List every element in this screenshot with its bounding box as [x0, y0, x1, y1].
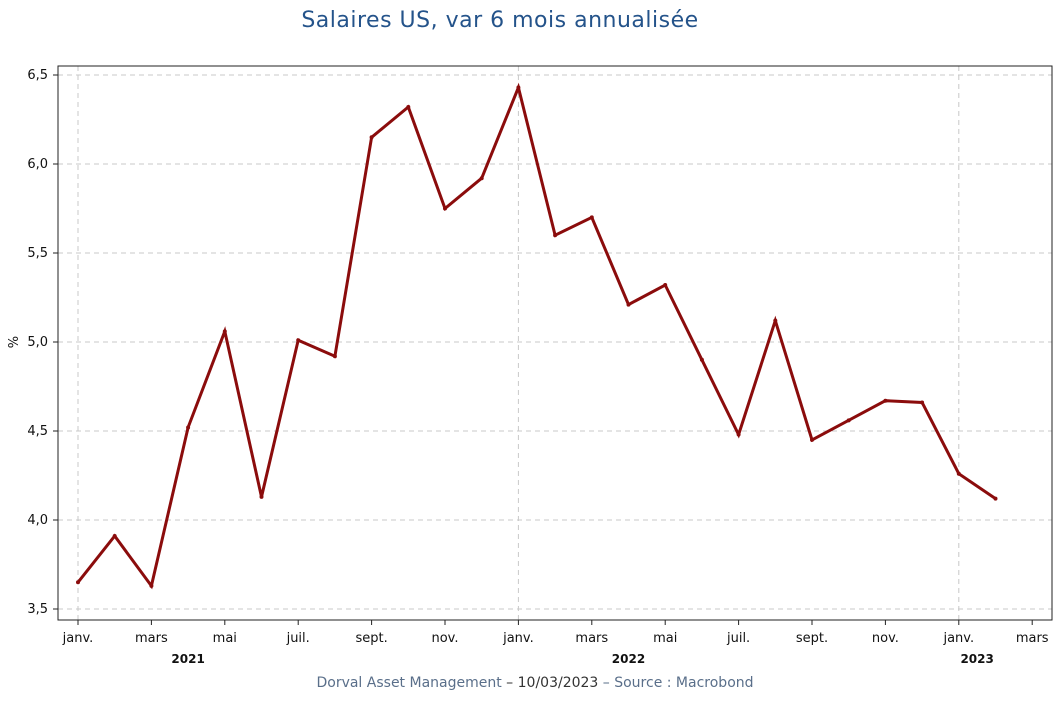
data-point: [259, 494, 264, 499]
y-tick-label: 6,0: [27, 157, 48, 172]
data-point: [773, 318, 778, 323]
grid-lines: [58, 66, 1052, 620]
y-axis: 3,5 4,0 4,5 5,0 5,5 6,0 6,5: [27, 68, 58, 617]
x-tick-label: sept.: [355, 631, 387, 646]
x-tick-label: mars: [135, 631, 168, 646]
plot-area-frame: [57, 65, 1053, 621]
y-tick-label: 4,0: [27, 513, 48, 528]
y-tick-label: 5,5: [27, 246, 48, 261]
data-point: [222, 329, 227, 334]
y-axis-label: %: [7, 336, 22, 348]
data-point: [516, 85, 521, 90]
data-point: [186, 425, 191, 430]
data-point: [112, 534, 117, 539]
x-tick-label: mai: [213, 631, 237, 646]
data-point: [846, 418, 851, 423]
data-point: [406, 105, 411, 110]
data-point: [443, 206, 447, 211]
source-line: Dorval Asset Management – 10/03/2023 – S…: [0, 675, 1059, 691]
data-point: [993, 496, 998, 501]
data-point: [332, 354, 337, 359]
data-point: [369, 135, 374, 140]
y-tick-label: 3,5: [27, 602, 48, 617]
x-tick-label: juil.: [286, 631, 310, 646]
data-point: [296, 338, 301, 343]
x-tick-label: nov.: [431, 631, 458, 646]
x-year-label: 2022: [612, 652, 645, 666]
x-year-label: 2023: [960, 652, 993, 666]
x-tick-label: nov.: [872, 631, 899, 646]
chart-title: Salaires US, var 6 mois annualisée: [301, 8, 699, 33]
x-year-label: 2021: [171, 652, 204, 666]
data-point: [626, 302, 631, 307]
data-point: [920, 400, 925, 405]
y-tick-label: 4,5: [27, 424, 48, 439]
x-tick-label: janv.: [62, 631, 94, 646]
x-tick-label: mars: [1016, 631, 1049, 646]
data-point: [883, 398, 888, 403]
company-name: Dorval Asset Management: [316, 675, 502, 691]
x-tick-label: janv.: [942, 631, 974, 646]
x-tick-label: juil.: [726, 631, 750, 646]
publication-date: 10/03/2023: [517, 675, 599, 691]
x-tick-label: sept.: [796, 631, 828, 646]
x-tick-label: mars: [575, 631, 608, 646]
y-tick-label: 6,5: [27, 68, 48, 83]
x-tick-label: janv.: [502, 631, 534, 646]
data-point: [736, 432, 741, 437]
y-tick-label: 5,0: [27, 335, 48, 350]
data-point: [589, 215, 594, 220]
series-line: [76, 82, 997, 590]
x-tick-label: mai: [653, 631, 677, 646]
separator: –: [501, 675, 518, 691]
data-point: [810, 437, 814, 442]
data-point: [479, 176, 484, 181]
data-point: [663, 283, 668, 288]
data-point: [76, 580, 80, 585]
separator: –: [598, 675, 615, 691]
x-axis: janv. mars mai juil. sept. nov. janv. mars mai ju…: [62, 620, 1049, 666]
data-point: [956, 471, 961, 476]
data-point: [699, 357, 704, 362]
data-point: [149, 583, 154, 588]
data-points: [76, 85, 998, 588]
data-point: [553, 233, 558, 238]
source-label: Source : Macrobond: [614, 675, 754, 691]
